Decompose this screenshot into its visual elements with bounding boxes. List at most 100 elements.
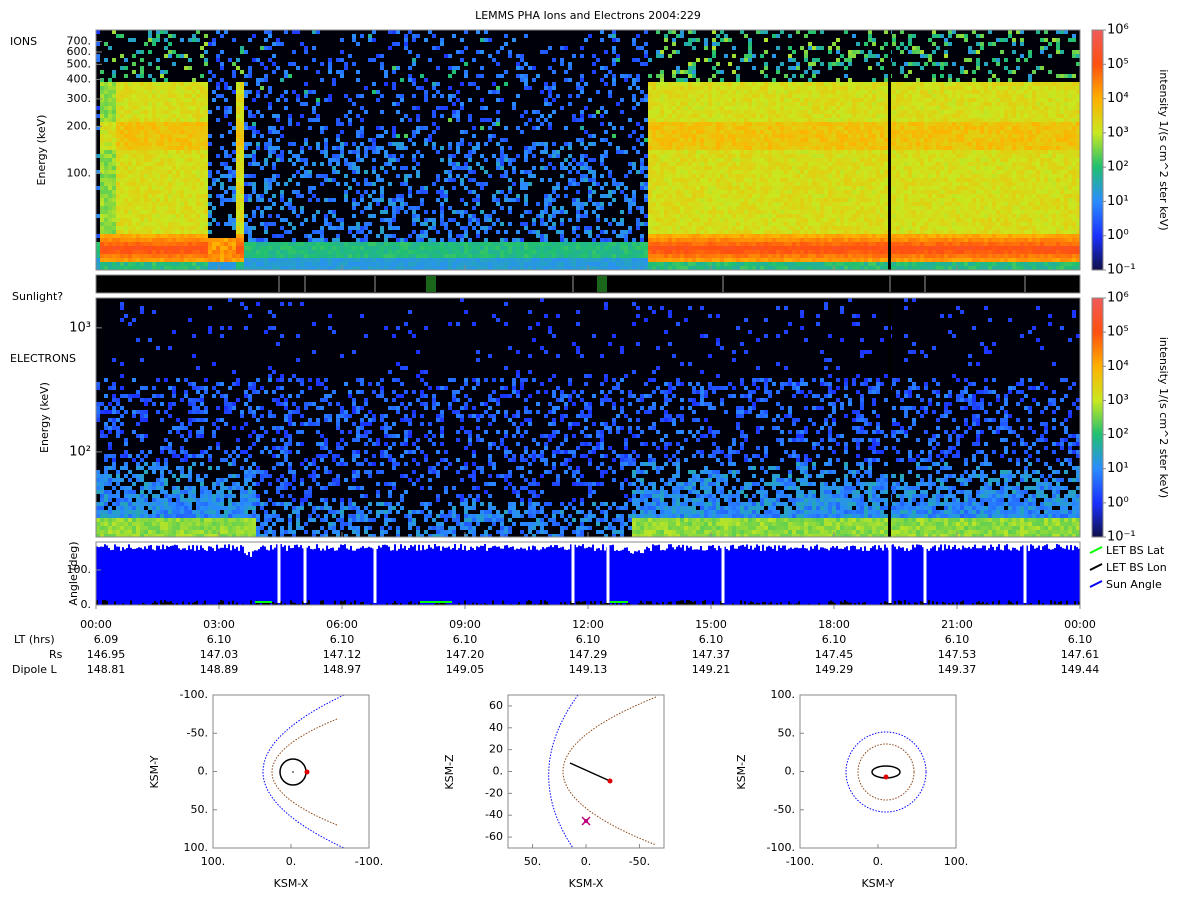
spectrogram-cell [108, 222, 112, 226]
spectrogram-cell [164, 134, 168, 138]
spectrogram-cell [700, 226, 704, 230]
spectrogram-cell [128, 186, 132, 190]
spectrogram-cell [736, 142, 740, 146]
spectrogram-cell [100, 182, 104, 186]
spectrogram-cell [144, 202, 148, 206]
spectrogram-cell [580, 242, 584, 246]
spectrogram-cell [712, 178, 716, 182]
spectrogram-cell [436, 174, 440, 178]
spectrogram-cell [724, 258, 728, 262]
spectrogram-cell [392, 246, 396, 250]
spectrogram-cell [652, 154, 656, 158]
spectrogram-cell [600, 174, 604, 178]
spectrogram-cell [152, 110, 156, 114]
spectrogram-cell [664, 234, 668, 238]
spectrogram-cell [376, 198, 380, 202]
spectrogram-cell [116, 146, 120, 150]
spectrogram-cell [180, 266, 184, 270]
spectrogram-cell [640, 158, 644, 162]
spectrogram-cell [472, 134, 476, 138]
spectrogram-cell [600, 122, 604, 126]
spectrogram-cell [676, 114, 680, 118]
spectrogram-cell [380, 94, 384, 98]
spectrogram-cell [116, 130, 120, 134]
spectrogram-cell [172, 114, 176, 118]
spectrogram-cell [516, 250, 520, 254]
spectrogram-cell [564, 250, 568, 254]
spectrogram-cell [200, 122, 204, 126]
spectrogram-cell [732, 242, 736, 246]
spectrogram-cell [648, 194, 652, 198]
spectrogram-cell [656, 258, 660, 262]
spectrogram-cell [680, 78, 684, 82]
spectrogram-cell [648, 218, 652, 222]
spectrogram-cell [668, 130, 672, 134]
spectrogram-cell [572, 246, 576, 250]
spectrogram-cell [236, 214, 240, 218]
spectrogram-cell [532, 154, 536, 158]
spectrogram-cell [472, 258, 476, 262]
spectrogram-cell [148, 250, 152, 254]
spectrogram-cell [380, 210, 384, 214]
spectrogram-cell [192, 218, 196, 222]
spectrogram-cell [136, 186, 140, 190]
spectrogram-cell [176, 86, 180, 90]
spectrogram-cell [188, 258, 192, 262]
spectrogram-cell [204, 158, 208, 162]
spectrogram-cell [336, 162, 340, 166]
spectrogram-cell [588, 242, 592, 246]
spectrogram-cell [576, 210, 580, 214]
spectrogram-cell [696, 206, 700, 210]
spectrogram-cell [656, 50, 660, 54]
spectrogram-cell [720, 102, 724, 106]
spectrogram-cell [716, 170, 720, 174]
spectrogram-cell [100, 246, 104, 250]
spectrogram-cell [492, 82, 496, 86]
spectrogram-cell [228, 86, 232, 90]
spectrogram-cell [436, 198, 440, 202]
spectrogram-cell [440, 94, 444, 98]
spectrogram-cell [160, 162, 164, 166]
spectrogram-cell [500, 162, 504, 166]
spectrogram-cell [696, 250, 700, 254]
spectrogram-cell [632, 146, 636, 150]
spectrogram-cell [656, 222, 660, 226]
spectrogram-cell [244, 182, 248, 186]
spectrogram-cell [732, 170, 736, 174]
spectrogram-cell [648, 254, 652, 258]
spectrogram-cell [668, 154, 672, 158]
spectrogram-cell [304, 250, 308, 254]
spectrogram-cell [632, 266, 636, 270]
spectrogram-cell [340, 150, 344, 154]
spectrogram-cell [736, 106, 740, 110]
spectrogram-cell [668, 262, 672, 266]
spectrogram-cell [108, 130, 112, 134]
spectrogram-cell [672, 154, 676, 158]
spectrogram-cell [152, 194, 156, 198]
spectrogram-cell [724, 94, 728, 98]
spectrogram-cell [268, 250, 272, 254]
spectrogram-cell [504, 42, 508, 46]
spectrogram-cell [712, 114, 716, 118]
spectrogram-cell [716, 142, 720, 146]
spectrogram-cell [416, 174, 420, 178]
spectrogram-cell [644, 258, 648, 262]
spectrogram-cell [164, 130, 168, 134]
spectrogram-cell [732, 126, 736, 130]
spectrogram-cell [140, 202, 144, 206]
spectrogram-cell [568, 258, 572, 262]
spectrogram-cell [612, 62, 616, 66]
spectrogram-cell [672, 50, 676, 54]
spectrogram-cell [196, 82, 200, 86]
spectrogram-cell [200, 106, 204, 110]
spectrogram-cell [720, 98, 724, 102]
spectrogram-cell [464, 30, 468, 34]
spectrogram-cell [156, 106, 160, 110]
spectrogram-cell [692, 150, 696, 154]
spectrogram-cell [660, 242, 664, 246]
spectrogram-cell [688, 90, 692, 94]
spectrogram-cell [100, 250, 104, 254]
spectrogram-cell [168, 266, 172, 270]
spectrogram-cell [376, 98, 380, 102]
spectrogram-cell [236, 242, 240, 246]
